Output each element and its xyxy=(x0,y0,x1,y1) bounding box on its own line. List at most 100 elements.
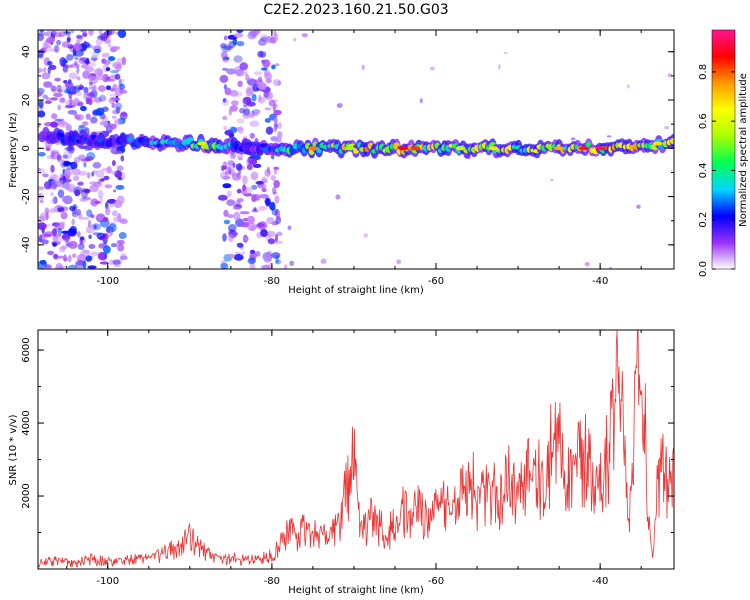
heatmap-cell xyxy=(115,106,121,114)
heatmap-cell xyxy=(61,245,68,250)
heatmap-cell xyxy=(90,55,99,61)
heatmap-cell xyxy=(66,37,71,44)
heatmap-cell xyxy=(250,110,255,119)
heatmap-cell xyxy=(38,215,46,223)
heatmap-cell xyxy=(229,169,236,176)
heatmap-cell xyxy=(88,30,94,36)
heatmap-cell xyxy=(109,93,118,97)
heatmap-cell xyxy=(120,155,125,162)
heatmap-cell xyxy=(82,32,88,37)
heatmap-cell xyxy=(595,146,606,151)
y-tick-label: 6000 xyxy=(21,337,32,362)
heatmap-cell xyxy=(57,153,61,163)
heatmap-cell xyxy=(95,38,103,47)
heatmap-cell xyxy=(108,30,115,35)
heatmap-cell xyxy=(74,189,81,197)
heatmap-cell xyxy=(549,178,554,181)
heatmap-cell xyxy=(71,168,81,176)
heatmap-cell xyxy=(264,107,272,111)
heatmap-cell xyxy=(272,187,277,195)
heatmap-cell xyxy=(109,88,116,92)
heatmap-cell xyxy=(253,71,263,76)
colorbar-label: Normalized spectral amplitude xyxy=(738,73,749,227)
heatmap-cell xyxy=(257,50,264,58)
heatmap-cell xyxy=(267,238,276,245)
y-tick-label: 0 xyxy=(21,145,32,151)
heatmap-cell xyxy=(77,231,81,238)
heatmap-cell xyxy=(249,132,255,139)
heatmap-cell xyxy=(67,145,75,154)
heatmap-cell xyxy=(57,104,61,111)
heatmap-cell xyxy=(112,109,120,115)
heatmap-cell xyxy=(116,58,123,64)
heatmap-cell xyxy=(320,258,327,264)
heatmap-cell xyxy=(50,191,54,197)
heatmap-xlabel: Height of straight line (km) xyxy=(288,285,424,296)
heatmap-cell xyxy=(68,102,76,108)
heatmap-cell xyxy=(64,237,71,242)
heatmap-cell xyxy=(252,194,261,201)
heatmap-cell xyxy=(220,262,229,269)
snr-background xyxy=(38,330,674,569)
heatmap-cell xyxy=(115,184,125,190)
heatmap-cell xyxy=(274,63,280,67)
heatmap-cell xyxy=(92,162,102,169)
heatmap-cell xyxy=(110,170,117,175)
heatmap-cell xyxy=(117,177,123,181)
heatmap-cell xyxy=(85,224,96,234)
heatmap-cell xyxy=(46,36,55,44)
heatmap-cell xyxy=(270,154,275,160)
heatmap-cell xyxy=(273,180,280,188)
heatmap-cell xyxy=(57,255,65,259)
heatmap-cell xyxy=(247,222,257,231)
heatmap-cell xyxy=(63,178,72,183)
heatmap-cell xyxy=(56,84,62,93)
heatmap-cell xyxy=(363,233,368,238)
heatmap-cell xyxy=(88,244,96,249)
heatmap-cell xyxy=(272,79,282,87)
heatmap-cell xyxy=(96,73,105,81)
heatmap-cell xyxy=(273,166,280,170)
heatmap-cell xyxy=(267,230,276,238)
heatmap-cell xyxy=(88,62,97,67)
heatmap-cell xyxy=(61,230,70,234)
y-tick-label: 2000 xyxy=(21,483,32,508)
heatmap-cell xyxy=(242,112,251,119)
heatmap-cell xyxy=(255,180,264,185)
heatmap-cell xyxy=(95,107,105,116)
heatmap-cell xyxy=(113,260,121,268)
snr-xlabel: Height of straight line (km) xyxy=(288,585,424,596)
heatmap-cell xyxy=(56,39,61,46)
heatmap-cell xyxy=(53,255,60,261)
heatmap-cell xyxy=(251,93,257,102)
heatmap-cell xyxy=(39,199,44,204)
heatmap-cell xyxy=(554,146,565,151)
heatmap-cell xyxy=(66,54,74,61)
heatmap-cell xyxy=(39,168,46,176)
heatmap-cell xyxy=(260,34,269,41)
heatmap-cell xyxy=(93,97,102,103)
heatmap-cell xyxy=(68,79,72,84)
heatmap-cell xyxy=(84,189,91,194)
heatmap-cell xyxy=(65,182,71,191)
heatmap-cell xyxy=(266,216,275,225)
heatmap-cell xyxy=(231,100,239,106)
heatmap-cell xyxy=(67,186,73,193)
heatmap-cell xyxy=(242,99,247,107)
heatmap-cell xyxy=(606,135,612,138)
heatmap-cell xyxy=(289,260,295,266)
heatmap-cell xyxy=(100,178,105,182)
heatmap-cell xyxy=(85,156,94,162)
heatmap-cell xyxy=(249,263,256,269)
heatmap-cell xyxy=(71,218,75,226)
heatmap-cell xyxy=(256,223,265,228)
heatmap-cell xyxy=(114,73,121,80)
heatmap-cell xyxy=(111,102,115,109)
heatmap-cell xyxy=(264,118,271,123)
heatmap-cell xyxy=(260,229,268,237)
heatmap-cell xyxy=(609,266,612,269)
heatmap-cell xyxy=(116,239,125,245)
heatmap-cell xyxy=(86,209,93,217)
heatmap-cell xyxy=(410,146,421,151)
